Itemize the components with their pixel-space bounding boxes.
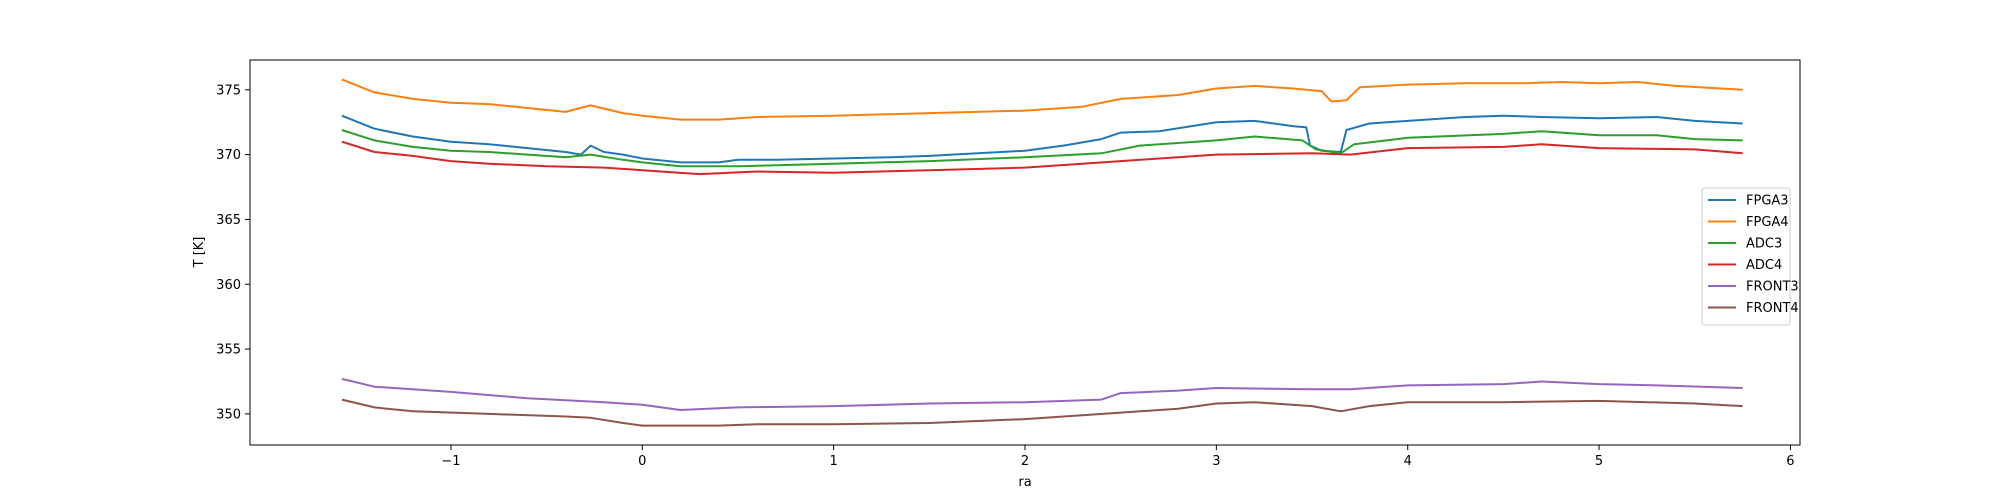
legend-label-fpga3: FPGA3 (1746, 194, 1789, 209)
legend-label-front3: FRONT3 (1746, 280, 1799, 295)
x-tick-label: 0 (638, 454, 646, 469)
legend-label-adc4: ADC4 (1746, 258, 1782, 273)
x-axis-label: ra (1018, 475, 1031, 490)
y-tick-label: 355 (216, 343, 241, 358)
x-axis-ticks: −1 0 1 2 3 4 5 6 (441, 445, 1795, 469)
series-line-front3 (341, 377, 1743, 411)
x-tick-label: 5 (1595, 454, 1603, 469)
x-tick-label: 2 (1021, 454, 1029, 469)
plot-frame (249, 59, 1801, 446)
legend-label-fpga4: FPGA4 (1746, 215, 1789, 230)
y-tick-label: 350 (216, 407, 241, 422)
y-tick-label: 375 (216, 83, 241, 98)
series-layer (341, 78, 1743, 427)
series-line-adc4 (341, 140, 1743, 176)
y-axis-ticks: 350 355 360 365 370 375 (216, 83, 250, 422)
legend: FPGA3 FPGA4 ADC3 ADC4 FRONT3 FRONT4 (1701, 187, 1799, 326)
legend-label-front4: FRONT4 (1746, 301, 1799, 316)
series-line-fpga3 (341, 114, 1743, 164)
x-tick-label: 4 (1404, 454, 1412, 469)
y-axis-label: T [K] (192, 237, 207, 269)
series-line-front4 (341, 398, 1743, 427)
y-tick-label: 365 (216, 213, 241, 228)
legend-label-adc3: ADC3 (1746, 237, 1782, 252)
series-line-adc3 (341, 129, 1743, 168)
x-tick-label: 3 (1212, 454, 1220, 469)
series-line-fpga4 (341, 78, 1743, 121)
x-tick-label: 6 (1786, 454, 1794, 469)
y-tick-label: 370 (216, 148, 241, 163)
x-tick-label: −1 (441, 454, 460, 469)
x-tick-label: 1 (830, 454, 838, 469)
y-tick-label: 360 (216, 278, 241, 293)
